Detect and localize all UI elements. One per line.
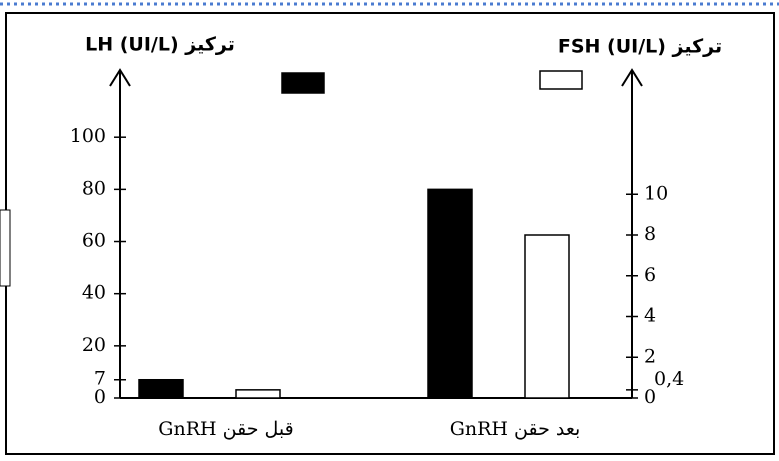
y-axis-title: تركيز LH (UI/L) <box>85 34 235 56</box>
bar <box>138 378 184 399</box>
y2-tick-label: 0 <box>644 386 656 408</box>
y2-tick-label: 0,4 <box>654 368 684 390</box>
y-arrow <box>109 68 131 87</box>
y-tick-label: 40 <box>82 282 106 304</box>
y-tick-label: 60 <box>82 230 106 252</box>
x-tick-label: قبل حقن GnRH <box>158 418 293 440</box>
y2-tick-label: 10 <box>644 182 668 204</box>
y2-tick-label: 4 <box>644 305 656 327</box>
side-box <box>0 209 11 287</box>
bar <box>524 234 570 399</box>
legend-swatch <box>539 70 583 90</box>
y-tick-label: 20 <box>82 334 106 356</box>
y2-tick-label: 8 <box>644 223 656 245</box>
y-tick-label: 7 <box>94 368 106 390</box>
y-tick-label: 0 <box>94 386 106 408</box>
y2-arrow <box>621 68 643 87</box>
y-tick-label: 100 <box>70 125 106 147</box>
x-tick-label: بعد حقن GnRH <box>450 418 581 440</box>
y2-axis-title: تركيز FSH (UI/L) <box>558 36 722 58</box>
legend-swatch <box>281 72 325 94</box>
y2-tick-label: 2 <box>644 345 656 367</box>
y2-tick-label: 6 <box>644 264 656 286</box>
y-tick-label: 80 <box>82 177 106 199</box>
bar <box>235 389 281 399</box>
bar <box>427 188 473 399</box>
